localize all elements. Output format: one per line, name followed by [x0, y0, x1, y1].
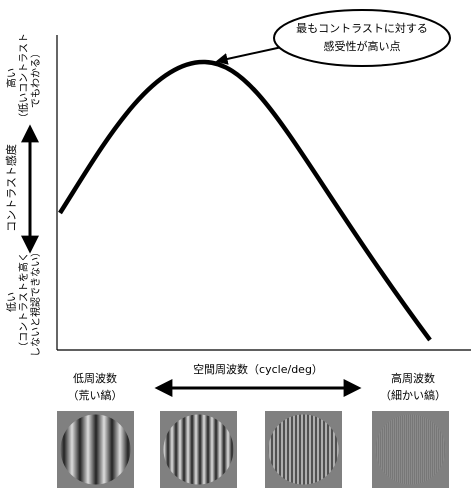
y-high-text: でもわかる） — [30, 48, 42, 108]
y-high-label: 高い （低いコントラスト でもわかる） — [5, 33, 42, 123]
y-low-text: 低い — [5, 292, 18, 312]
x-high-text: 高周波数 — [391, 371, 435, 385]
callout-text: 最もコントラストに対する — [296, 21, 428, 35]
grating-low — [57, 411, 134, 488]
callout-text: 感受性が高い点 — [324, 39, 401, 53]
x-axis-label: 空間周波数（cycle/deg） — [193, 362, 323, 376]
grating-mid-low — [160, 411, 237, 488]
callout-pointer — [215, 46, 283, 65]
x-low-text: 低周波数 — [73, 372, 117, 385]
callout-bubble — [273, 9, 451, 67]
x-high-text: （細かい縞） — [380, 388, 446, 402]
sensitivity-curve — [58, 59, 432, 342]
x-low-text: （荒い縞） — [68, 388, 123, 402]
y-low-text: （コントラストを高く — [17, 252, 30, 352]
y-low-label: 低い （コントラストを高く しないと視認できない） — [5, 247, 42, 357]
y-high-text: 高い — [5, 68, 18, 88]
y-low-text: しないと視認できない） — [29, 247, 42, 357]
grating-high — [372, 411, 449, 488]
y-high-text: （低いコントラスト — [17, 33, 30, 123]
grating-mid-high — [265, 411, 342, 488]
y-axis-label: コントラスト感度 — [4, 144, 18, 232]
